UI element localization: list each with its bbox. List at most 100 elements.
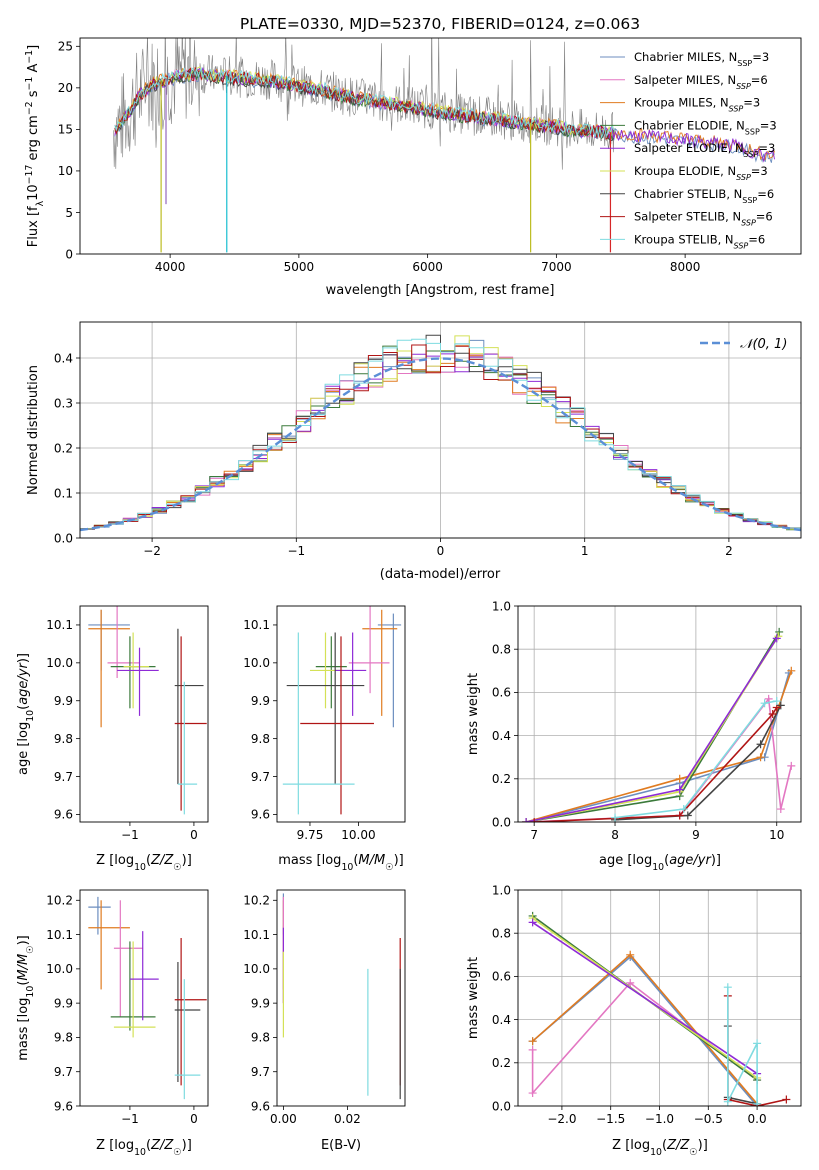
label-part: 10 [25, 710, 36, 722]
weight-marker [528, 1045, 537, 1054]
x-tick-label: 7000 [541, 260, 572, 274]
legend-label: Kroupa STELIB, NSSP=6 [634, 232, 765, 250]
y-tick-label: 10.2 [243, 894, 270, 908]
label-part: Z/Z [150, 853, 174, 868]
observed-spectrum [113, 38, 615, 170]
label-part: Z [log [96, 853, 134, 868]
x-tick-label: 10.00 [341, 828, 375, 842]
y-tick-label: 1.0 [492, 883, 511, 897]
legend-name: Salpeter MILES, N [634, 73, 736, 87]
weight-line [532, 953, 758, 1105]
x-tick-label: 4000 [155, 260, 186, 274]
label-part: s [26, 90, 41, 101]
weight-marker [787, 666, 796, 675]
label-part: )] [182, 853, 192, 868]
y-axis-label: mass [log10(M/M☉)] [16, 935, 36, 1061]
weight-marker [675, 785, 684, 794]
weight-marker [756, 740, 765, 749]
label-part: 10 [25, 986, 36, 998]
label-part: )] [698, 1138, 708, 1153]
legend-nssp: =3 [743, 96, 760, 110]
weight-marker [626, 978, 635, 987]
y-tick-label: 9.6 [54, 1099, 73, 1113]
y-tick-label: 9.7 [54, 1065, 73, 1079]
weight-line [614, 700, 777, 819]
y-tick-label: 9.7 [251, 1065, 270, 1079]
weight-marker [528, 1089, 537, 1098]
y-tick-label: 1.0 [492, 599, 511, 613]
y-tick-label: 9.6 [251, 808, 270, 822]
legend-name: Salpeter STELIB, N [634, 210, 741, 224]
label-part: ( [16, 981, 31, 986]
ticks: 9.75 10.00 9.6 9.7 9.8 9.9 10.0 10.1 [243, 618, 375, 842]
weight-marker [775, 627, 784, 636]
weight-marker [675, 774, 684, 783]
legend-name: Chabrier STELIB, N [634, 187, 742, 201]
x-tick-label: 1 [581, 544, 589, 558]
legend-name: Chabrier MILES, N [634, 50, 737, 64]
x-axis-label: age [log10(age/yr)] [599, 853, 721, 873]
ticks: 0.00 0.02 9.6 9.7 9.8 9.9 10.0 10.1 10.2 [243, 894, 360, 1126]
y-tick-label: 5 [65, 206, 73, 220]
legend-sub: SSP [736, 173, 751, 182]
label-part: )] [394, 853, 404, 868]
label-part: (data-model)/error [380, 567, 501, 582]
y-tick-label: 25 [58, 40, 73, 54]
y-tick-label: 9.8 [54, 1031, 73, 1045]
legend-nssp: =3 [752, 50, 769, 64]
legend-nssp: =3 [760, 118, 777, 132]
y-tick-label: 0.0 [492, 815, 511, 829]
label-part: ☉ [173, 1147, 181, 1158]
label-part: ( [664, 853, 669, 868]
y-tick-label: 9.8 [54, 732, 73, 746]
y-tick-label: 0.4 [492, 1013, 511, 1027]
legend-name: Chabrier ELODIE, N [634, 118, 745, 132]
spectrum-axes: 4000 5000 6000 7000 8000 0 5 10 15 20 25 Chabrier M… [24, 37, 802, 298]
weight-line [531, 981, 758, 1096]
x-tick-label: 0 [190, 1112, 198, 1126]
label-part: Normed distribution [26, 365, 41, 495]
y-tick-label: 0.0 [54, 531, 73, 545]
x-tick-label: 0.02 [334, 1112, 361, 1126]
weight-marker [723, 983, 732, 992]
legend-sub: SSP [741, 218, 756, 227]
x-tick-label: 7 [530, 828, 538, 842]
weight-line [532, 921, 758, 1075]
weight-line [525, 631, 780, 822]
y-tick-label: 9.9 [54, 694, 73, 708]
y-tick-label: 10.0 [46, 656, 73, 670]
label-part: Z/Z [666, 1138, 690, 1153]
y-tick-label: 9.7 [251, 770, 270, 784]
legend-name: Kroupa STELIB, N [634, 232, 734, 246]
y-tick-label: 9.9 [54, 996, 73, 1010]
label-part: age/yr [669, 853, 712, 868]
weight-line [532, 955, 758, 1106]
label-part: 10 [134, 862, 146, 873]
weight-marker [626, 950, 635, 959]
legend-label: Salpeter ELODIE, NSSP=3 [634, 141, 775, 159]
x-tick-label: 2 [725, 544, 733, 558]
y-tick-label: 9.6 [251, 1099, 270, 1113]
label-part: ☉ [25, 945, 36, 953]
label-part: ( [662, 1138, 667, 1153]
label-part: )] [182, 1138, 192, 1153]
label-part: age [log [599, 853, 652, 868]
x-tick-label: 0.00 [270, 1112, 297, 1126]
legend-sub: SSP [744, 150, 759, 159]
ticks: −2 −1 0 1 2 0.0 0.1 0.2 0.3 0.4 [54, 351, 733, 558]
x-tick-label: −0.5 [694, 1112, 723, 1126]
label-part: age/yr [16, 661, 31, 704]
y-tick-label: 10 [58, 164, 73, 178]
weight-marker [768, 710, 777, 718]
weight-marker [723, 1097, 732, 1106]
label-part: M/M [358, 853, 385, 868]
label-part: E(B-V) [321, 1138, 361, 1153]
x-tick-label: −2.0 [547, 1112, 576, 1126]
x-tick-label: 9.75 [297, 828, 324, 842]
y-tick-label: 0.0 [492, 1099, 511, 1113]
label-part: Flux [f [26, 206, 41, 247]
label-part: )] [16, 653, 31, 663]
legend-nssp: =3 [758, 141, 775, 155]
